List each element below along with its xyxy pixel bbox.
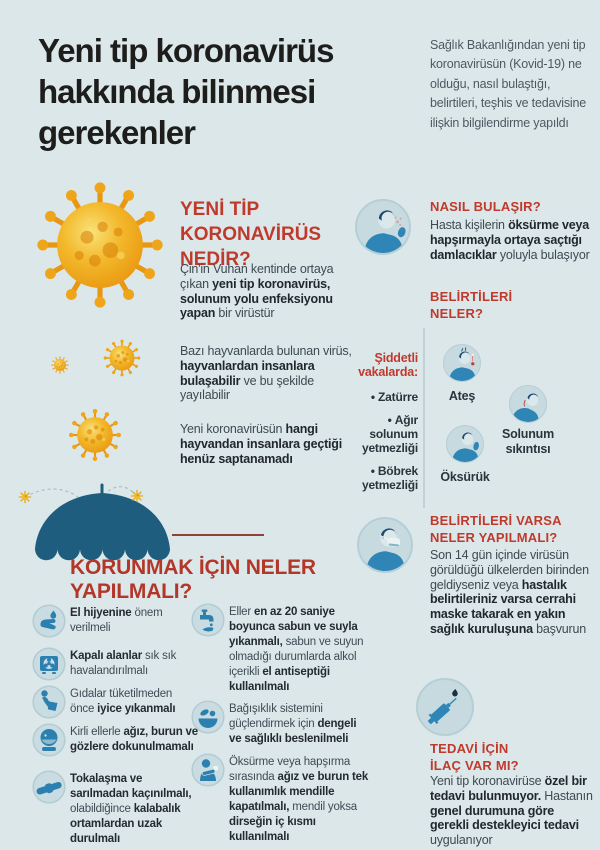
prevention-item: Eller en az 20 saniye boyunca sabun ve s… [191,603,371,695]
nedir-paragraph-1: Çin'in Vuhan kentinde ortaya çıkan yeni … [180,262,334,321]
page-title: Yeni tip koronavirüs hakkında bilinmesi … [38,30,334,153]
prevention-item: Gıdalar tüketilmeden önce iyice yıkanmal… [32,685,198,719]
severe-case-item: Ağır solunum yetmezliği [338,413,418,455]
breathing-difficulty-icon [509,385,547,423]
belirtiler-varsa-body: Son 14 gün içinde virüsün görüldüğü ülke… [430,548,589,636]
title-line: gerekenler [38,114,196,151]
section-heading-tedavi: TEDAVİ İÇİN İLAÇ VAR MI? [430,741,519,773]
severe-cases-title: Şiddetli vakalarda: [358,351,418,379]
healthy-food-icon [191,700,225,734]
section-heading-korunmak: KORUNMAK İÇİN NELER YAPILMALI? [70,556,316,603]
symptom-label-breathing: Solunum sıkıntısı [501,427,555,456]
cough-icon [446,425,484,463]
wash-food-icon [32,685,66,719]
syringe-icon [416,678,474,736]
intro-text: Sağlık Bakanlığından yeni tip koronavirü… [430,38,586,130]
title-line: hakkında bilinmesi [38,73,316,110]
handshake-icon [32,770,66,804]
ventilation-icon [32,647,66,681]
coronavirus-illustration [15,160,185,462]
hand-hygiene-icon [32,604,66,638]
severe-cases-list: Şiddetli vakalarda: Zatürre Ağır solunum… [338,351,418,501]
no-touch-face-icon [32,723,66,757]
coughing-person-icon [355,199,411,255]
severe-case-item: Böbrek yetmezliği [338,464,418,492]
section-heading-nasil-bulasir: NASIL BULAŞIR? [430,199,541,214]
section-heading-belirtiler-varsa: BELİRTİLERİ VARSA NELER YAPILMALI? [430,513,562,545]
cough-etiquette-icon [191,753,225,787]
fever-icon [443,344,481,382]
nedir-paragraph-2: Bazı hayvanlarda bulunan virüs, hayvanla… [180,344,352,403]
symptom-label-cough: Öksürük [440,470,490,484]
title-line: Yeni tip koronavirüs [38,32,334,69]
prevention-item: Kapalı alanlar sık sık havalandırılmalı [32,647,198,681]
red-divider-line [172,534,264,536]
prevention-item: Öksürme veya hapşırma sırasında ağız ve … [191,753,371,845]
prevention-item: Tokalaşma ve sarılmadan kaçınılmalı, ola… [32,770,198,847]
severe-case-item: Zatürre [338,390,418,404]
prevention-item: Bağışıklık sistemini güçlendirmek için d… [191,700,371,747]
symptom-label-fever: Ateş [448,389,476,403]
section-heading-belirtiler: BELİRTİLERİ NELER? [430,289,513,321]
vertical-divider [423,328,425,508]
nasil-bulasir-body: Hasta kişilerin öksürme veya hapşırmayla… [430,218,590,262]
tedavi-body: Yeni tip koronavirüse özel bir tedavi bu… [430,774,593,848]
prevention-item: Kirli ellerle ağız, burun ve gözlere dok… [32,723,198,757]
umbrella-blocking-viruses-illustration [18,483,170,561]
section-heading-nedir: YENİ TİP KORONAVİRÜS NEDİR? [180,199,322,270]
masked-person-icon [357,517,413,573]
prevention-item: El hijyenine önem verilmeli [32,604,198,638]
nedir-paragraph-3: Yeni koronavirüsün hangi hayvandan insan… [180,422,343,466]
tap-wash-icon [191,603,225,637]
